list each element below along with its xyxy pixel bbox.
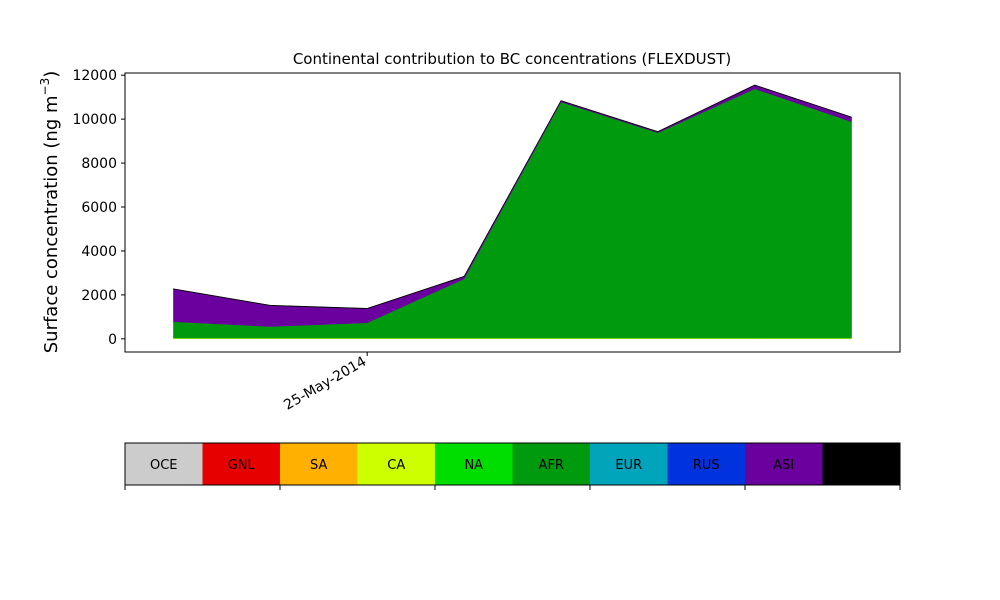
legend-swatch-sa: [280, 443, 358, 485]
legend-label-na: NA: [464, 458, 483, 473]
legend-swatch-aus: [822, 443, 901, 485]
legend-label-sa: SA: [310, 458, 327, 473]
legend-swatch-afr: [512, 443, 591, 485]
legend-swatch-eur: [590, 443, 668, 485]
legend-swatch-asi: [745, 443, 823, 485]
area-series-group: [173, 84, 852, 340]
y-axis-label: Surface concentration (ng m−3): [38, 71, 62, 354]
legend-swatch-na: [435, 443, 513, 485]
y-tick-label-12000: 12000: [72, 68, 117, 84]
plot-frame: [124, 72, 901, 353]
legend-swatch-gnl: [202, 443, 281, 485]
chart-title: Continental contribution to BC concentra…: [293, 50, 731, 68]
legend-swatch-ca: [357, 443, 436, 485]
y-tick-label-8000: 8000: [81, 156, 117, 172]
legend-label-oce: OCE: [150, 458, 178, 473]
y-tick-label-10000: 10000: [72, 112, 117, 128]
legend-label-afr: AFR: [539, 458, 564, 473]
y-axis-label-superscript: −3: [38, 78, 52, 96]
legend-label-rus: RUS: [693, 458, 720, 473]
y-tick-label-0: 0: [108, 332, 117, 348]
y-tick-label-4000: 4000: [81, 244, 117, 260]
legend-label-gnl: GNL: [228, 458, 256, 473]
legend-frame: [124, 442, 901, 486]
y-tick-label-6000: 6000: [81, 200, 117, 216]
legend-swatch-rus: [667, 443, 746, 485]
y-axis-label-close: ): [41, 71, 62, 78]
y-axis: 0 2000 4000 6000 8000 10000 12000: [72, 68, 125, 348]
legend: OCE GNL SA CA NA AFR EUR RUS ASI AUS: [124, 442, 901, 490]
y-tick-label-2000: 2000: [81, 288, 117, 304]
legend-swatch-oce: [125, 443, 203, 485]
legend-label-aus: AUS: [848, 458, 875, 473]
legend-label-ca: CA: [387, 458, 405, 473]
y-axis-label-main: Surface concentration (ng m: [41, 95, 62, 353]
area-series-aus: [173, 84, 852, 309]
legend-label-asi: ASI: [773, 458, 794, 473]
legend-label-eur: EUR: [615, 458, 642, 473]
